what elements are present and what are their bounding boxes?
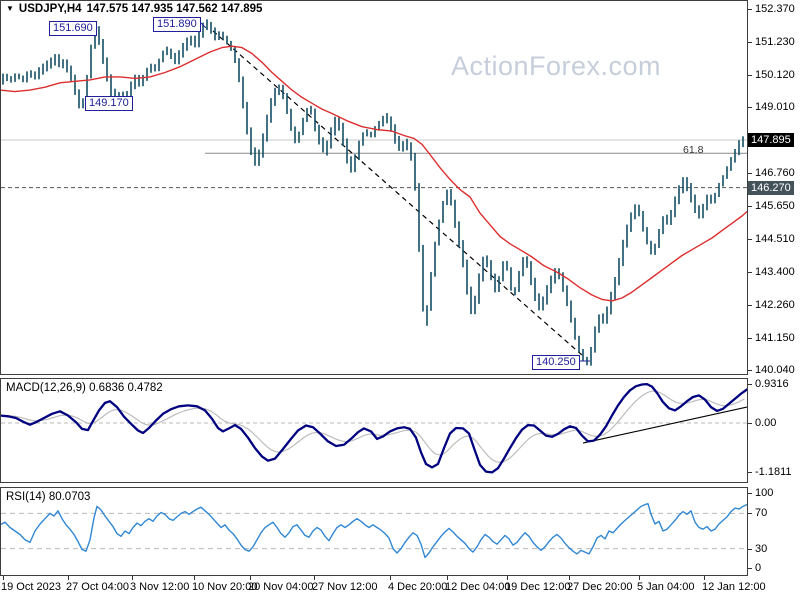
price-axis-label: 152.370	[755, 3, 795, 15]
axis-tick	[748, 75, 752, 76]
date-axis-label: 10 Nov 20:00	[192, 581, 258, 593]
current-price-badge: 147.895	[748, 133, 794, 147]
rsi-chart-canvas[interactable]	[1, 488, 747, 575]
axis-tick	[748, 272, 752, 273]
axis-tick	[748, 370, 752, 371]
chart-header: ▼ USDJPY,H4 147.575 147.935 147.562 147.…	[6, 3, 262, 15]
macd-trendline	[582, 406, 747, 444]
date-axis-label: 12 Jan 12:00	[702, 581, 766, 593]
rsi-axis-label: 100	[755, 487, 774, 499]
axis-tick	[704, 576, 705, 580]
axis-tick	[748, 206, 752, 207]
axis-tick	[507, 576, 508, 580]
rsi-panel[interactable]: RSI(14) 80.0703	[0, 487, 748, 576]
rsi-axis-label: 70	[755, 507, 768, 520]
price-axis-label: 141.150	[755, 331, 795, 344]
axis-tick	[748, 305, 752, 306]
macd-panel[interactable]: MACD(12,26,9) 0.6836 0.4782	[0, 378, 748, 483]
date-axis-label: 27 Dec 20:00	[567, 581, 633, 593]
date-axis-label: 19 Oct 2023	[1, 581, 61, 593]
rsi-line	[1, 503, 747, 559]
date-axis-label: 5 Jan 04:00	[637, 581, 695, 593]
axis-tick	[748, 568, 752, 569]
price-axis-label: 149.010	[755, 101, 795, 114]
ohlc-readout: 147.575 147.935 147.562 147.895	[86, 3, 263, 15]
rsi-axis-label: 30	[755, 542, 768, 555]
date-axis-label: 4 Dec 20:00	[388, 581, 448, 593]
price-annotation: 149.170	[85, 96, 133, 111]
price-chart-canvas[interactable]: 61.8	[1, 1, 747, 374]
axis-tick	[132, 576, 133, 580]
macd-main-line	[1, 382, 747, 474]
axis-tick	[748, 9, 752, 10]
date-axis-label: 3 Nov 12:00	[130, 581, 190, 593]
price-axis-label: 140.040	[755, 364, 795, 376]
axis-tick	[68, 576, 69, 580]
axis-tick	[748, 173, 752, 174]
annotation-leader	[200, 22, 207, 29]
price-axis-label: 143.400	[755, 265, 795, 278]
macd-axis-label: -1.1811	[755, 466, 792, 479]
price-axis-label: 146.760	[755, 167, 795, 180]
price-axis-label: 145.650	[755, 199, 795, 212]
axis-tick	[748, 549, 752, 550]
date-axis-label: 27 Nov 12:00	[312, 581, 378, 593]
falling-trendline	[212, 30, 583, 356]
macd-axis-label: 0.00	[755, 417, 777, 429]
date-axis-label: 19 Dec 12:00	[505, 581, 571, 593]
date-axis-label: 20 Nov 04:00	[248, 581, 314, 593]
symbol-dropdown-icon[interactable]: ▼	[6, 4, 14, 13]
axis-tick	[748, 513, 752, 514]
date-axis-label: 27 Oct 04:00	[66, 581, 129, 593]
axis-tick	[748, 493, 752, 494]
axis-tick	[250, 576, 251, 580]
price-bars	[2, 19, 744, 366]
level-price-badge: 146.270	[748, 181, 794, 195]
axis-tick	[748, 338, 752, 339]
rsi-indicator-label: RSI(14) 80.0703	[6, 491, 91, 503]
watermark: ActionForex.com	[450, 51, 662, 81]
date-axis-label: 12 Dec 04:00	[445, 581, 511, 593]
axis-tick	[748, 472, 752, 473]
axis-tick	[748, 384, 752, 385]
axis-tick	[639, 576, 640, 580]
time-axis[interactable]: 19 Oct 2023 27 Oct 04:00 3 Nov 12:00 10 Nov…	[0, 576, 800, 600]
price-axis-label: 150.120	[755, 68, 795, 81]
price-panel[interactable]: 61.8 ActionForex.com ▼ USDJPY,H4 147.575…	[0, 0, 748, 375]
moving-average-line	[1, 45, 747, 302]
price-annotation: 140.250	[532, 355, 580, 370]
axis-tick	[390, 576, 391, 580]
price-annotation: 151.690	[49, 21, 97, 36]
macd-axis-label: 0.9316	[755, 378, 789, 390]
axis-tick	[3, 576, 4, 580]
fib-61.8-label: 61.8	[683, 144, 704, 156]
macd-chart-canvas[interactable]	[1, 379, 747, 482]
macd-indicator-label: MACD(12,26,9) 0.6836 0.4782	[6, 382, 163, 394]
price-axis-label: 144.510	[755, 233, 795, 246]
axis-tick	[194, 576, 195, 580]
price-annotation: 151.890	[153, 17, 201, 32]
price-axis[interactable]: 152.370 151.230 150.120 149.010 146.760 145.6…	[748, 0, 800, 600]
price-axis-label: 142.260	[755, 299, 795, 311]
axis-tick	[748, 423, 752, 424]
axis-tick	[748, 107, 752, 108]
rsi-axis-label: 0	[755, 562, 762, 574]
price-axis-label: 151.230	[755, 36, 795, 49]
symbol-timeframe-label: USDJPY,H4	[18, 3, 82, 15]
axis-tick	[447, 576, 448, 580]
axis-tick	[748, 42, 752, 43]
axis-tick	[569, 576, 570, 580]
axis-tick	[748, 239, 752, 240]
axis-tick	[314, 576, 315, 580]
